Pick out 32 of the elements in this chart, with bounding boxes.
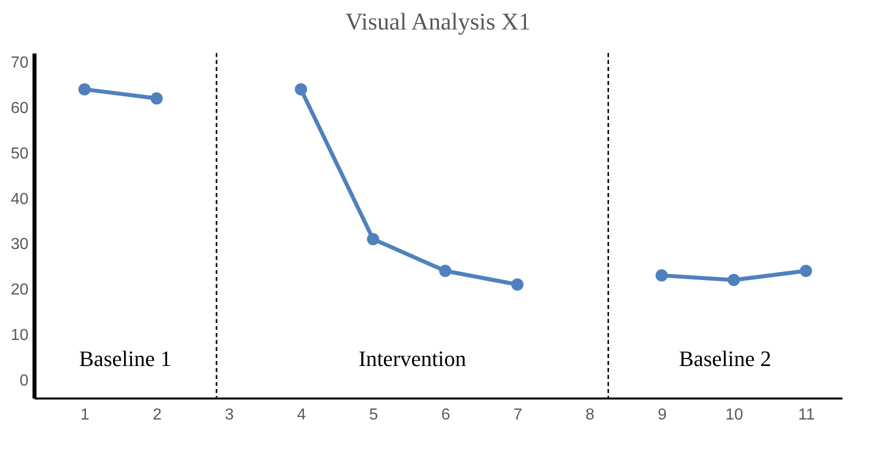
y-tick-label: 20 (10, 282, 29, 299)
point (800, 264, 812, 278)
x-tick-label: 6 (441, 406, 450, 424)
x-tick-label: 5 (369, 406, 378, 424)
x-tick-label: 2 (152, 406, 162, 424)
chart-title: Visual Analysis X1 (345, 9, 531, 36)
y-tick-label: 30 (10, 236, 29, 254)
y-tick-label: 70 (10, 54, 29, 72)
y-tick-label: 0 (20, 372, 29, 390)
point (366, 233, 380, 246)
annotation: Baseline 1 (79, 346, 172, 371)
x-tick-label: 1 (80, 406, 90, 424)
y-tick-label: 40 (10, 190, 29, 208)
y-tick-label: 50 (10, 145, 29, 162)
x-tick-label: 9 (658, 406, 667, 424)
point (150, 92, 163, 105)
x-tick-label: 4 (296, 406, 306, 424)
y-tick-label: 60 (10, 100, 29, 117)
point (511, 278, 524, 291)
point (656, 269, 668, 282)
point (294, 83, 308, 96)
point (439, 264, 452, 278)
annotation: Intervention (358, 346, 466, 371)
point (78, 83, 91, 96)
x-tick-label: 8 (586, 406, 595, 424)
x-tick-label: 3 (224, 406, 234, 424)
annotation: Baseline 2 (678, 346, 772, 371)
y-tick-label: 10 (10, 326, 29, 344)
x-tick-label: 10 (725, 406, 744, 424)
x-tick-label: 11 (798, 406, 815, 424)
x-tick-label: 7 (513, 406, 522, 424)
point (728, 274, 740, 286)
